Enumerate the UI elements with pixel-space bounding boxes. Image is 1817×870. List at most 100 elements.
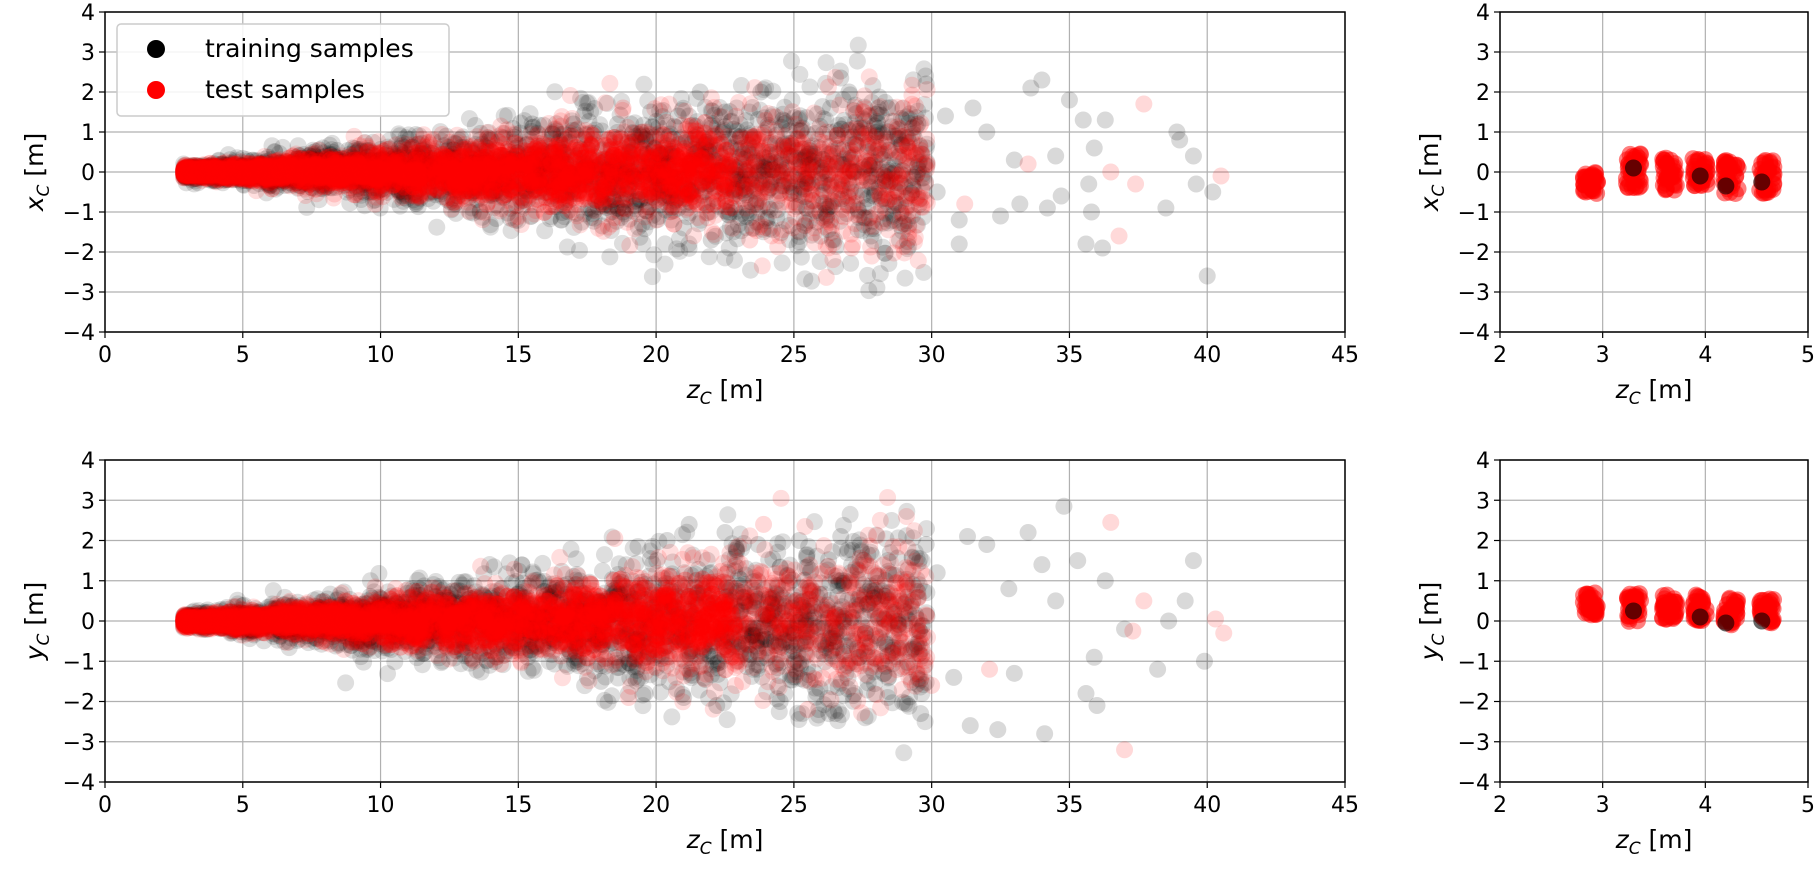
training-point: [860, 152, 878, 170]
training-point: [226, 169, 244, 187]
training-point: [598, 199, 616, 217]
training-point: [276, 160, 294, 178]
training-point: [711, 98, 729, 116]
training-point: [716, 249, 734, 267]
training-point: [910, 196, 928, 214]
training-point: [176, 164, 194, 182]
training-point: [829, 140, 847, 158]
training-point: [221, 156, 239, 174]
training-point: [625, 197, 643, 215]
y-tick-label: 0: [81, 161, 95, 186]
training-point: [716, 118, 734, 136]
training-point: [709, 197, 727, 215]
training-point: [285, 162, 303, 180]
training-point: [410, 149, 428, 167]
training-point: [241, 172, 259, 190]
training-point: [660, 154, 678, 172]
training-point: [197, 165, 215, 183]
test-point: [561, 86, 579, 104]
training-point: [604, 190, 622, 208]
training-point: [842, 254, 860, 272]
training-point: [649, 174, 667, 192]
training-point: [827, 258, 845, 276]
training-point: [719, 206, 737, 224]
training-point: [486, 182, 504, 200]
training-point: [910, 153, 928, 171]
training-point: [762, 173, 780, 191]
test-point: [847, 206, 865, 224]
training-point: [792, 248, 810, 266]
test-point: [784, 134, 802, 152]
training-point: [537, 153, 555, 171]
training-point: [650, 162, 668, 180]
training-point: [352, 169, 370, 187]
training-point: [307, 163, 325, 181]
y-tick-label: 3: [81, 41, 95, 66]
test-point: [596, 94, 614, 112]
training-point: [206, 164, 224, 182]
training-point: [714, 157, 732, 175]
training-point: [469, 171, 487, 189]
training-point: [441, 166, 459, 184]
training-point: [196, 161, 214, 179]
training-point: [191, 160, 209, 178]
test-point: [817, 268, 835, 286]
training-point: [532, 175, 550, 193]
training-point: [354, 170, 372, 188]
x-tick-label: 25: [780, 343, 808, 368]
training-point: [839, 188, 857, 206]
training-point: [333, 172, 351, 190]
training-point: [228, 165, 246, 183]
training-point: [494, 124, 512, 142]
training-point: [554, 154, 572, 172]
training-point: [601, 248, 619, 266]
training-point: [444, 141, 462, 159]
y-tick-label: −3: [63, 281, 95, 306]
training-point: [488, 182, 506, 200]
training-point: [764, 161, 782, 179]
training-point: [522, 166, 540, 184]
training-point: [175, 155, 193, 173]
training-point: [228, 149, 246, 167]
training-point: [693, 175, 711, 193]
training-point: [796, 149, 814, 167]
training-point: [683, 182, 701, 200]
training-point: [745, 182, 763, 200]
training-point: [348, 180, 366, 198]
training-point: [559, 184, 577, 202]
y-tick-label: −2: [63, 241, 95, 266]
test-point: [879, 221, 897, 239]
training-point: [787, 198, 805, 216]
training-point: [897, 126, 915, 144]
training-point: [449, 169, 467, 187]
test-point: [845, 102, 863, 120]
training-point: [175, 160, 193, 178]
training-point: [624, 124, 642, 142]
x-tick-label: 15: [504, 343, 532, 368]
training-point: [793, 178, 811, 196]
training-point: [240, 161, 258, 179]
training-point: [303, 179, 321, 197]
training-point: [551, 186, 569, 204]
test-point: [806, 234, 824, 252]
training-point: [737, 186, 755, 204]
training-point: [290, 154, 308, 172]
training-point: [873, 124, 891, 142]
training-point: [558, 238, 576, 256]
training-point: [338, 169, 356, 187]
training-point: [748, 204, 766, 222]
training-point: [229, 162, 247, 180]
training-point: [571, 241, 589, 259]
training-point: [723, 112, 741, 130]
training-point: [198, 156, 216, 174]
training-point: [759, 116, 777, 134]
training-point: [859, 136, 877, 154]
training-point: [481, 216, 499, 234]
training-point: [205, 164, 223, 182]
training-point: [866, 182, 884, 200]
training-point: [182, 166, 200, 184]
training-point: [623, 133, 641, 151]
training-point: [613, 194, 631, 212]
training-point: [315, 144, 333, 162]
